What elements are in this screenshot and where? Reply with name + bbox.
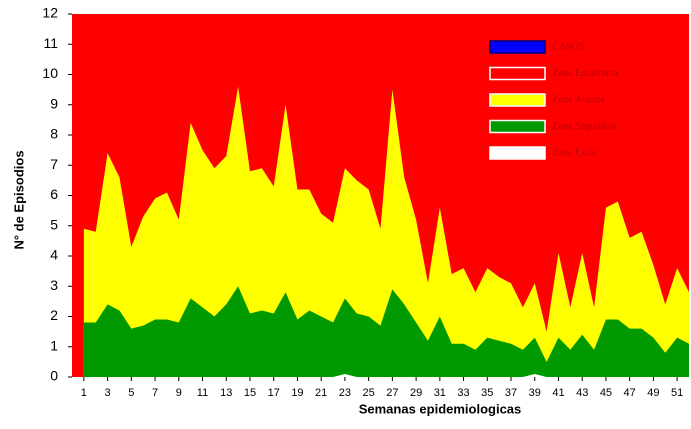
y-tick-label: 4 — [50, 247, 58, 263]
legend-swatch — [489, 93, 546, 107]
y-tick-label: 5 — [50, 216, 58, 232]
y-tick-label: 2 — [50, 307, 58, 323]
x-tick-label: 51 — [671, 387, 683, 399]
legend-label: Zona Alarma — [552, 94, 605, 105]
x-tick-label: 33 — [457, 387, 469, 399]
x-tick-label: 31 — [434, 387, 446, 399]
x-tick-label: 47 — [624, 387, 636, 399]
zone-area — [83, 373, 690, 377]
x-tick-label: 17 — [268, 387, 280, 399]
y-tick-label: 0 — [50, 368, 58, 384]
y-tick-label: 1 — [50, 337, 58, 353]
legend-swatch — [489, 119, 546, 134]
x-tick-label: 39 — [529, 387, 541, 399]
x-axis-label: Semanas epidemiologicas — [359, 401, 522, 416]
y-tick-label: 11 — [43, 35, 58, 51]
legend-swatch — [489, 146, 546, 160]
y-tick-label: 9 — [50, 95, 58, 111]
y-tick-label: 7 — [50, 156, 58, 172]
x-tick-label: 23 — [339, 387, 351, 399]
x-tick-label: 15 — [244, 387, 256, 399]
x-tick-label: 45 — [600, 387, 612, 399]
y-axis-label: N° de Episodios — [11, 150, 26, 249]
x-tick-label: 41 — [552, 387, 564, 399]
x-tick-label: 19 — [291, 387, 303, 399]
y-tick-label: 10 — [42, 65, 58, 81]
x-tick-label: 21 — [315, 387, 327, 399]
x-tick-label: 7 — [152, 387, 158, 399]
legend-label: CASOS — [552, 41, 584, 52]
x-tick-label: 11 — [197, 387, 208, 399]
x-tick-label: 49 — [647, 387, 659, 399]
x-tick-label: 27 — [386, 387, 398, 399]
x-tick-label: 35 — [481, 387, 493, 399]
x-tick-label: 5 — [128, 387, 134, 399]
x-tick-label: 3 — [105, 387, 111, 399]
legend-label: Zona Epidémica — [552, 68, 618, 79]
y-tick-label: 6 — [50, 186, 58, 202]
y-tick-label: 3 — [50, 277, 58, 293]
x-tick-label: 29 — [410, 387, 422, 399]
x-tick-label: 43 — [576, 387, 588, 399]
x-tick-label: 25 — [363, 387, 375, 399]
y-tick-label: 8 — [50, 126, 58, 142]
y-tick-label: 12 — [42, 5, 58, 21]
legend-swatch — [489, 40, 546, 54]
legend-swatch — [489, 66, 546, 81]
legend-label: Zona Seguridad — [552, 121, 616, 132]
x-tick-label: 1 — [81, 387, 87, 399]
legend-label: Zona Éxito — [552, 146, 597, 158]
x-tick-label: 13 — [220, 387, 232, 399]
x-tick-label: 9 — [176, 387, 182, 399]
x-tick-label: 37 — [505, 387, 517, 399]
zone-area — [83, 286, 690, 377]
